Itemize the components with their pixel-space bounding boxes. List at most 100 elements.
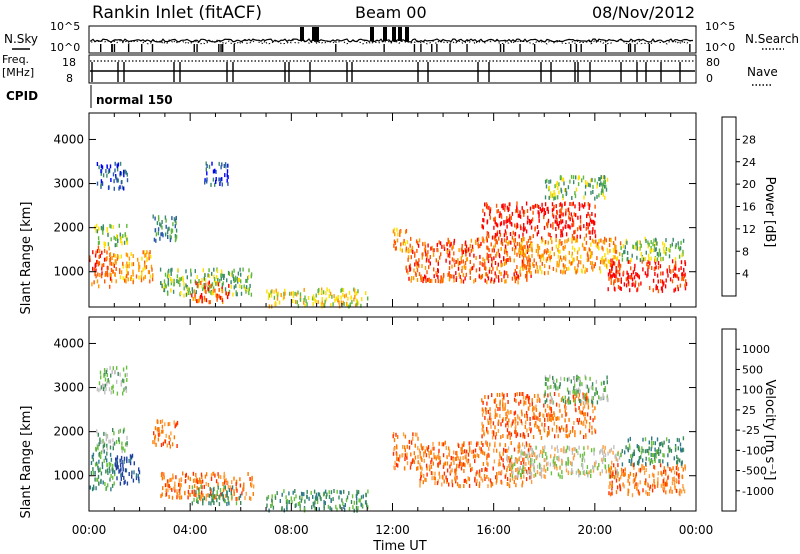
range-cell xyxy=(215,479,218,484)
range-cell xyxy=(425,478,427,482)
range-cell xyxy=(233,476,235,481)
range-cell xyxy=(595,379,598,384)
range-cell xyxy=(118,223,120,228)
range-cell xyxy=(124,232,126,237)
range-cell xyxy=(578,378,581,383)
range-cell xyxy=(603,449,606,454)
range-cell xyxy=(316,500,319,505)
range-cell xyxy=(107,266,109,271)
range-cell xyxy=(654,453,656,458)
range-cell xyxy=(582,204,585,209)
range-cell xyxy=(117,255,120,260)
range-cell xyxy=(529,421,531,426)
range-cell xyxy=(627,492,629,496)
range-cell xyxy=(647,264,649,269)
range-cell xyxy=(481,468,483,472)
range-cell xyxy=(665,238,667,243)
range-cell xyxy=(586,396,588,401)
colorbar-tick-label: -500 xyxy=(742,465,767,478)
range-cell xyxy=(157,437,160,442)
range-cell xyxy=(224,162,227,167)
range-cell xyxy=(622,270,625,275)
range-cell xyxy=(173,435,176,440)
range-cell xyxy=(283,291,285,296)
range-cell xyxy=(588,206,590,210)
colorbar-tick-label: 1000 xyxy=(742,343,770,356)
range-cell xyxy=(530,273,532,278)
range-cell xyxy=(253,484,255,489)
range-cell xyxy=(401,248,403,253)
nsky-spike xyxy=(392,27,396,41)
range-cell xyxy=(215,179,217,184)
range-cell xyxy=(485,272,488,277)
range-cell xyxy=(543,212,545,217)
colorbar-tick-label: 500 xyxy=(742,363,763,376)
range-cell xyxy=(268,293,271,298)
range-cell xyxy=(98,240,100,245)
range-cell xyxy=(514,459,516,464)
range-cell xyxy=(221,272,223,277)
range-cell xyxy=(140,275,143,279)
range-cell xyxy=(226,169,229,174)
range-cell xyxy=(121,441,123,446)
range-cell xyxy=(639,258,642,263)
range-cell xyxy=(666,269,669,274)
heatmap-cells xyxy=(89,161,688,309)
range-cell xyxy=(666,462,669,467)
range-cell xyxy=(616,257,618,262)
range-cell xyxy=(560,210,562,214)
range-cell xyxy=(201,485,203,490)
range-cell xyxy=(113,253,115,258)
range-cell xyxy=(507,257,510,262)
range-cell xyxy=(458,444,460,448)
range-cell xyxy=(574,402,576,407)
range-cell xyxy=(491,235,494,240)
range-cell xyxy=(521,250,523,255)
range-cell xyxy=(481,407,484,412)
range-cell xyxy=(680,489,683,494)
range-cell xyxy=(183,293,185,298)
range-cell xyxy=(539,417,541,422)
range-cell xyxy=(676,437,679,442)
range-cell xyxy=(584,191,587,196)
range-cell xyxy=(522,457,524,462)
range-cell xyxy=(669,467,671,472)
range-cell xyxy=(616,469,618,474)
range-cell xyxy=(486,454,488,459)
range-cell xyxy=(116,178,118,183)
range-cell xyxy=(357,506,359,511)
range-cell xyxy=(220,269,223,274)
range-cell xyxy=(412,436,414,441)
range-cell xyxy=(416,432,418,437)
range-cell xyxy=(499,393,501,397)
range-cell xyxy=(195,281,197,286)
range-cell xyxy=(549,250,551,255)
range-cell xyxy=(433,446,435,451)
range-cell xyxy=(520,246,522,251)
range-cell xyxy=(566,445,569,450)
colorbar-tick-label: 24 xyxy=(742,156,756,169)
range-cell xyxy=(406,240,409,245)
range-cell xyxy=(588,470,590,475)
range-cell xyxy=(665,251,667,256)
range-cell xyxy=(110,373,112,378)
range-cell xyxy=(489,412,492,417)
range-cell xyxy=(420,465,422,470)
range-cell xyxy=(684,260,686,265)
range-cell xyxy=(615,490,618,495)
range-cell xyxy=(515,430,517,435)
range-cell xyxy=(221,177,223,182)
range-cell xyxy=(522,251,524,256)
range-cell xyxy=(90,461,93,465)
range-cell xyxy=(668,254,671,259)
range-cell xyxy=(286,505,288,510)
range-cell xyxy=(325,291,327,296)
range-cell xyxy=(574,430,576,435)
range-cell xyxy=(97,445,99,449)
range-cell xyxy=(539,430,541,435)
range-cell xyxy=(550,454,552,459)
range-cell xyxy=(192,478,195,483)
range-cell xyxy=(410,440,413,445)
range-cell xyxy=(543,474,545,479)
range-cell xyxy=(527,238,530,243)
